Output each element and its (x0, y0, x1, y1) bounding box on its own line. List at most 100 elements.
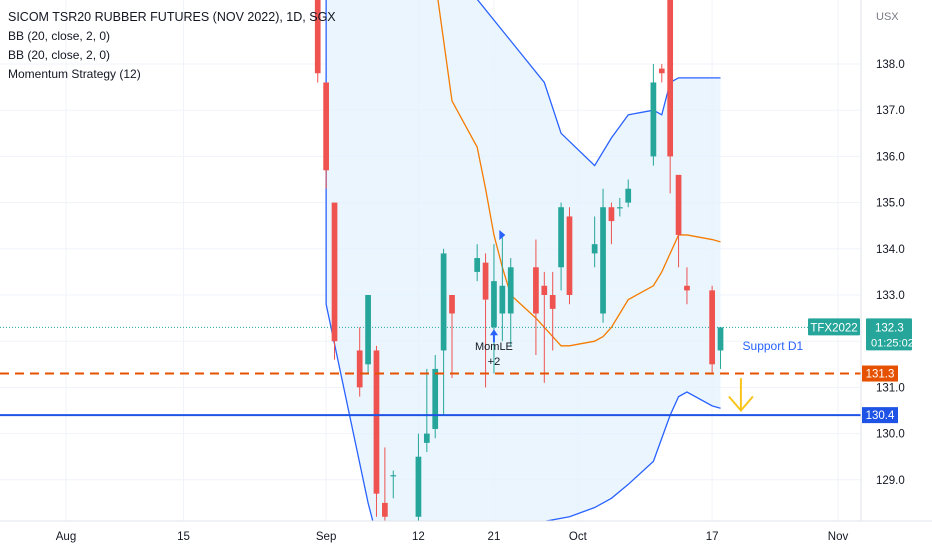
candle-body (499, 285, 506, 314)
price-tick-label: 135.0 (876, 198, 905, 210)
candle-body (667, 0, 674, 157)
price-axis-bg (861, 0, 932, 550)
candle[interactable] (684, 267, 690, 305)
candle-body (356, 350, 363, 388)
symbol-tag (808, 318, 860, 336)
candle[interactable] (373, 345, 380, 517)
candle-body (482, 262, 489, 300)
support-label: Support D1 (743, 339, 804, 353)
price-tick-label: 134.0 (876, 244, 905, 256)
candle[interactable] (608, 202, 615, 245)
candle[interactable] (440, 248, 447, 416)
candle-body (314, 0, 321, 74)
price-tick-label: 138.0 (876, 59, 905, 71)
candle-body (415, 456, 422, 517)
candle[interactable] (449, 295, 455, 379)
candle[interactable] (658, 64, 665, 83)
candle[interactable] (558, 202, 564, 291)
candle[interactable] (650, 64, 657, 166)
candle[interactable] (541, 271, 548, 383)
candle[interactable] (356, 327, 363, 397)
chart-legend: SICOM TSR20 RUBBER FUTURES (NOV 2022), 1… (8, 8, 336, 84)
candle[interactable] (549, 271, 556, 351)
candle-body (507, 267, 514, 314)
price-tick-label: 129.0 (876, 475, 905, 487)
candle-body (533, 267, 539, 314)
candle[interactable] (507, 258, 514, 346)
candle-body (625, 188, 632, 203)
time-tick-label: Aug (56, 531, 76, 543)
candle-body (675, 174, 682, 235)
time-tick-label: 15 (177, 531, 190, 543)
candle[interactable] (474, 244, 481, 282)
time-axis[interactable]: Aug 15 Sep 12 21 Oct 17 Nov (0, 520, 932, 550)
candle[interactable] (415, 433, 422, 526)
time-tick-label: 21 (488, 531, 501, 543)
candle[interactable] (616, 197, 623, 217)
candle-body (323, 82, 329, 171)
price-axis[interactable]: USX129.0130.0131.0132.0133.0134.0135.013… (860, 0, 932, 550)
candle[interactable] (491, 244, 497, 374)
candle-body (616, 207, 623, 209)
time-tick-label: Nov (828, 531, 849, 543)
legend-strategy[interactable]: Momentum Strategy (12) (8, 67, 141, 81)
legend-bb-1[interactable]: BB (20, close, 2, 0) (8, 29, 111, 43)
candle-body (549, 295, 556, 309)
candle-body (600, 207, 606, 314)
signal-arrow-up-icon (489, 329, 498, 343)
candle[interactable] (709, 285, 715, 374)
candle-body (373, 350, 380, 494)
candle-body (474, 258, 481, 272)
symbol-tag-text: TFX2022 (810, 322, 857, 334)
candle-body (608, 207, 615, 222)
candle-body (365, 295, 371, 365)
candle[interactable] (423, 368, 430, 453)
legend-title: SICOM TSR20 RUBBER FUTURES (NOV 2022), 1… (8, 10, 336, 24)
price-tick-label: 137.0 (876, 105, 905, 117)
bb-lower-line (325, 0, 721, 521)
candle[interactable] (432, 355, 439, 439)
candle[interactable] (390, 470, 397, 499)
candle[interactable] (717, 327, 724, 369)
candle-body (558, 207, 564, 268)
candle-body (541, 285, 548, 295)
candle[interactable] (591, 216, 598, 268)
candle[interactable] (600, 188, 606, 323)
candle-body (650, 82, 657, 157)
candle-body (449, 295, 455, 314)
time-tick-label: Sep (316, 531, 336, 543)
bollinger-band-fill (326, 0, 721, 521)
time-tick-label: 17 (706, 531, 719, 543)
last-price-tag (866, 318, 912, 351)
candle-body (440, 253, 447, 351)
bb-basis-line (437, 0, 721, 347)
candle-body (684, 285, 690, 291)
price-tick-label: 130.0 (876, 429, 905, 441)
candle-body (591, 244, 598, 254)
candle[interactable] (331, 202, 338, 360)
candle[interactable] (499, 234, 506, 342)
candle[interactable] (533, 239, 539, 356)
candle[interactable] (382, 447, 388, 526)
candle[interactable] (625, 179, 632, 208)
candle-body (423, 433, 430, 443)
level-tag-text: 130.4 (866, 410, 895, 422)
price-tick-label: 131.0 (876, 382, 905, 394)
candle[interactable] (365, 295, 371, 374)
time-axis-bg (0, 521, 932, 550)
candle[interactable] (323, 82, 329, 189)
candle[interactable] (566, 207, 573, 305)
candle-body (382, 502, 388, 517)
plot-area (0, 0, 861, 526)
candle[interactable] (675, 174, 682, 268)
level-tag-131.3 (862, 365, 898, 382)
candle[interactable] (667, 0, 674, 194)
price-tick-label: 136.0 (876, 151, 905, 163)
level-tag-text: 131.3 (866, 369, 895, 381)
candle[interactable] (314, 0, 321, 83)
candle[interactable] (482, 253, 489, 388)
signal-marker-icon (499, 229, 506, 240)
legend-bb-2[interactable]: BB (20, close, 2, 0) (8, 48, 111, 62)
arrow-down-icon (728, 378, 754, 413)
